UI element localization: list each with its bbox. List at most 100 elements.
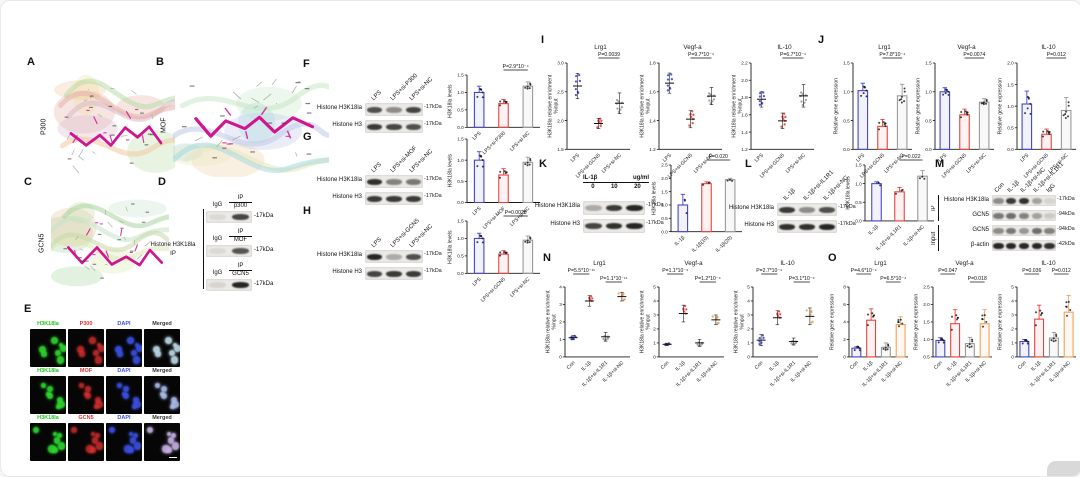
annotation-mark-magenta <box>100 223 103 224</box>
y-tick-label: 1.5 <box>661 189 668 194</box>
y-tick-label: 1.5 <box>457 219 464 224</box>
data-point <box>1068 105 1070 107</box>
blot-strip <box>206 279 252 291</box>
dose-value: 0 <box>591 184 594 190</box>
annotation-mark-magenta <box>103 132 106 133</box>
data-point <box>763 95 765 97</box>
x-category-label: LPS+si-NC <box>785 152 807 174</box>
band-size-label: -17kDa <box>424 269 442 275</box>
data-point <box>527 240 529 242</box>
data-point <box>981 314 983 316</box>
y-tick-label: 4 <box>1011 299 1014 304</box>
y-axis-label: Relative gene expression <box>916 78 922 134</box>
data-point <box>960 116 962 118</box>
data-point <box>863 86 865 88</box>
y-axis-label: %input <box>552 314 558 330</box>
x-category-label: LPS <box>1019 152 1030 163</box>
data-point <box>696 344 698 346</box>
data-point <box>1053 340 1055 342</box>
y-tick-label: 1.5 <box>855 163 862 168</box>
chart-title: IL-10 <box>777 44 792 51</box>
y-tick-label: 1.0 <box>855 181 862 186</box>
annotation-mark-magenta <box>111 143 114 144</box>
data-point <box>709 182 711 184</box>
data-point <box>579 80 581 82</box>
x-category-label: IL-1β(10) <box>691 235 710 254</box>
data-point <box>1047 130 1049 132</box>
annotation-mark <box>182 126 187 127</box>
data-point <box>716 316 718 318</box>
blot-band <box>993 243 1003 249</box>
blot-strip <box>206 245 252 257</box>
band-size-label: -94kDa <box>1057 227 1075 233</box>
y-tick-label: 2 <box>559 320 562 325</box>
x-category-label: LPS+si-NC <box>601 152 623 174</box>
y-tick-label: 0.5 <box>843 118 850 123</box>
chart-title: Lrg1 <box>593 260 606 267</box>
annotation-mark <box>85 261 89 262</box>
blot-band <box>386 124 401 130</box>
y-tick-label: 0 <box>747 355 750 360</box>
blot-row-label: Histone H3K18la <box>717 205 774 211</box>
data-point <box>981 318 983 320</box>
cell-nucleus <box>47 393 53 399</box>
panel-label-c: C <box>24 177 32 188</box>
lane-label: IL-1β <box>783 188 797 202</box>
blot-band <box>585 223 602 229</box>
cell-nucleus <box>52 447 58 453</box>
annotation-mark <box>267 122 272 123</box>
blot-band <box>819 224 835 230</box>
y-tick-label: 2.0 <box>923 302 930 307</box>
channel-label: H3K18la <box>30 415 66 422</box>
data-point <box>1042 131 1044 133</box>
blot-band <box>1006 243 1016 249</box>
band-size-label: -94kDa <box>1057 212 1075 218</box>
data-point <box>871 312 873 314</box>
y-tick-label: 1 <box>559 337 562 342</box>
data-point <box>885 349 887 351</box>
residue-stick <box>295 152 296 156</box>
data-point <box>919 177 921 179</box>
y-tick-label: 1.8 <box>649 61 656 66</box>
channel-label: DAPI <box>106 368 142 375</box>
data-point <box>600 125 602 127</box>
channel-label: DAPI <box>106 415 142 422</box>
cell-nucleus <box>153 346 160 353</box>
data-point <box>529 241 531 243</box>
x-category-label: IL-1β <box>946 360 959 373</box>
blot-band <box>1032 198 1042 204</box>
blot-strip <box>583 219 645 233</box>
coip-label-line1: Histone H3K18la <box>146 241 200 250</box>
data-point <box>971 340 973 342</box>
data-point <box>1027 107 1029 109</box>
fluorescence-image <box>144 423 180 461</box>
y-axis-label: Relative gene expression <box>998 294 1004 350</box>
y-tick-label: 1.5 <box>925 61 932 66</box>
blot-strip <box>992 210 1056 221</box>
y-tick-label: 0.5 <box>457 108 464 113</box>
data-point <box>618 292 620 294</box>
data-point <box>527 242 529 244</box>
data-point <box>904 87 906 89</box>
data-point <box>884 122 886 124</box>
data-point <box>575 75 577 77</box>
data-point <box>985 321 987 323</box>
data-point <box>529 84 531 86</box>
bar <box>872 184 882 221</box>
data-point <box>986 100 988 102</box>
data-point <box>806 309 808 311</box>
p-value-label: P=0.022 <box>901 154 920 160</box>
p-value-label: P=5.5*10⁻¹¹ <box>568 268 595 274</box>
y-tick-label: 0.0 <box>855 219 862 224</box>
y-tick-label: 2.2 <box>741 61 748 66</box>
bar <box>702 184 712 232</box>
data-point <box>758 337 760 339</box>
data-point <box>529 164 531 166</box>
y-tick-label: 0.5 <box>855 200 862 205</box>
data-point <box>969 346 971 348</box>
data-point <box>947 91 949 93</box>
bar <box>499 175 509 203</box>
